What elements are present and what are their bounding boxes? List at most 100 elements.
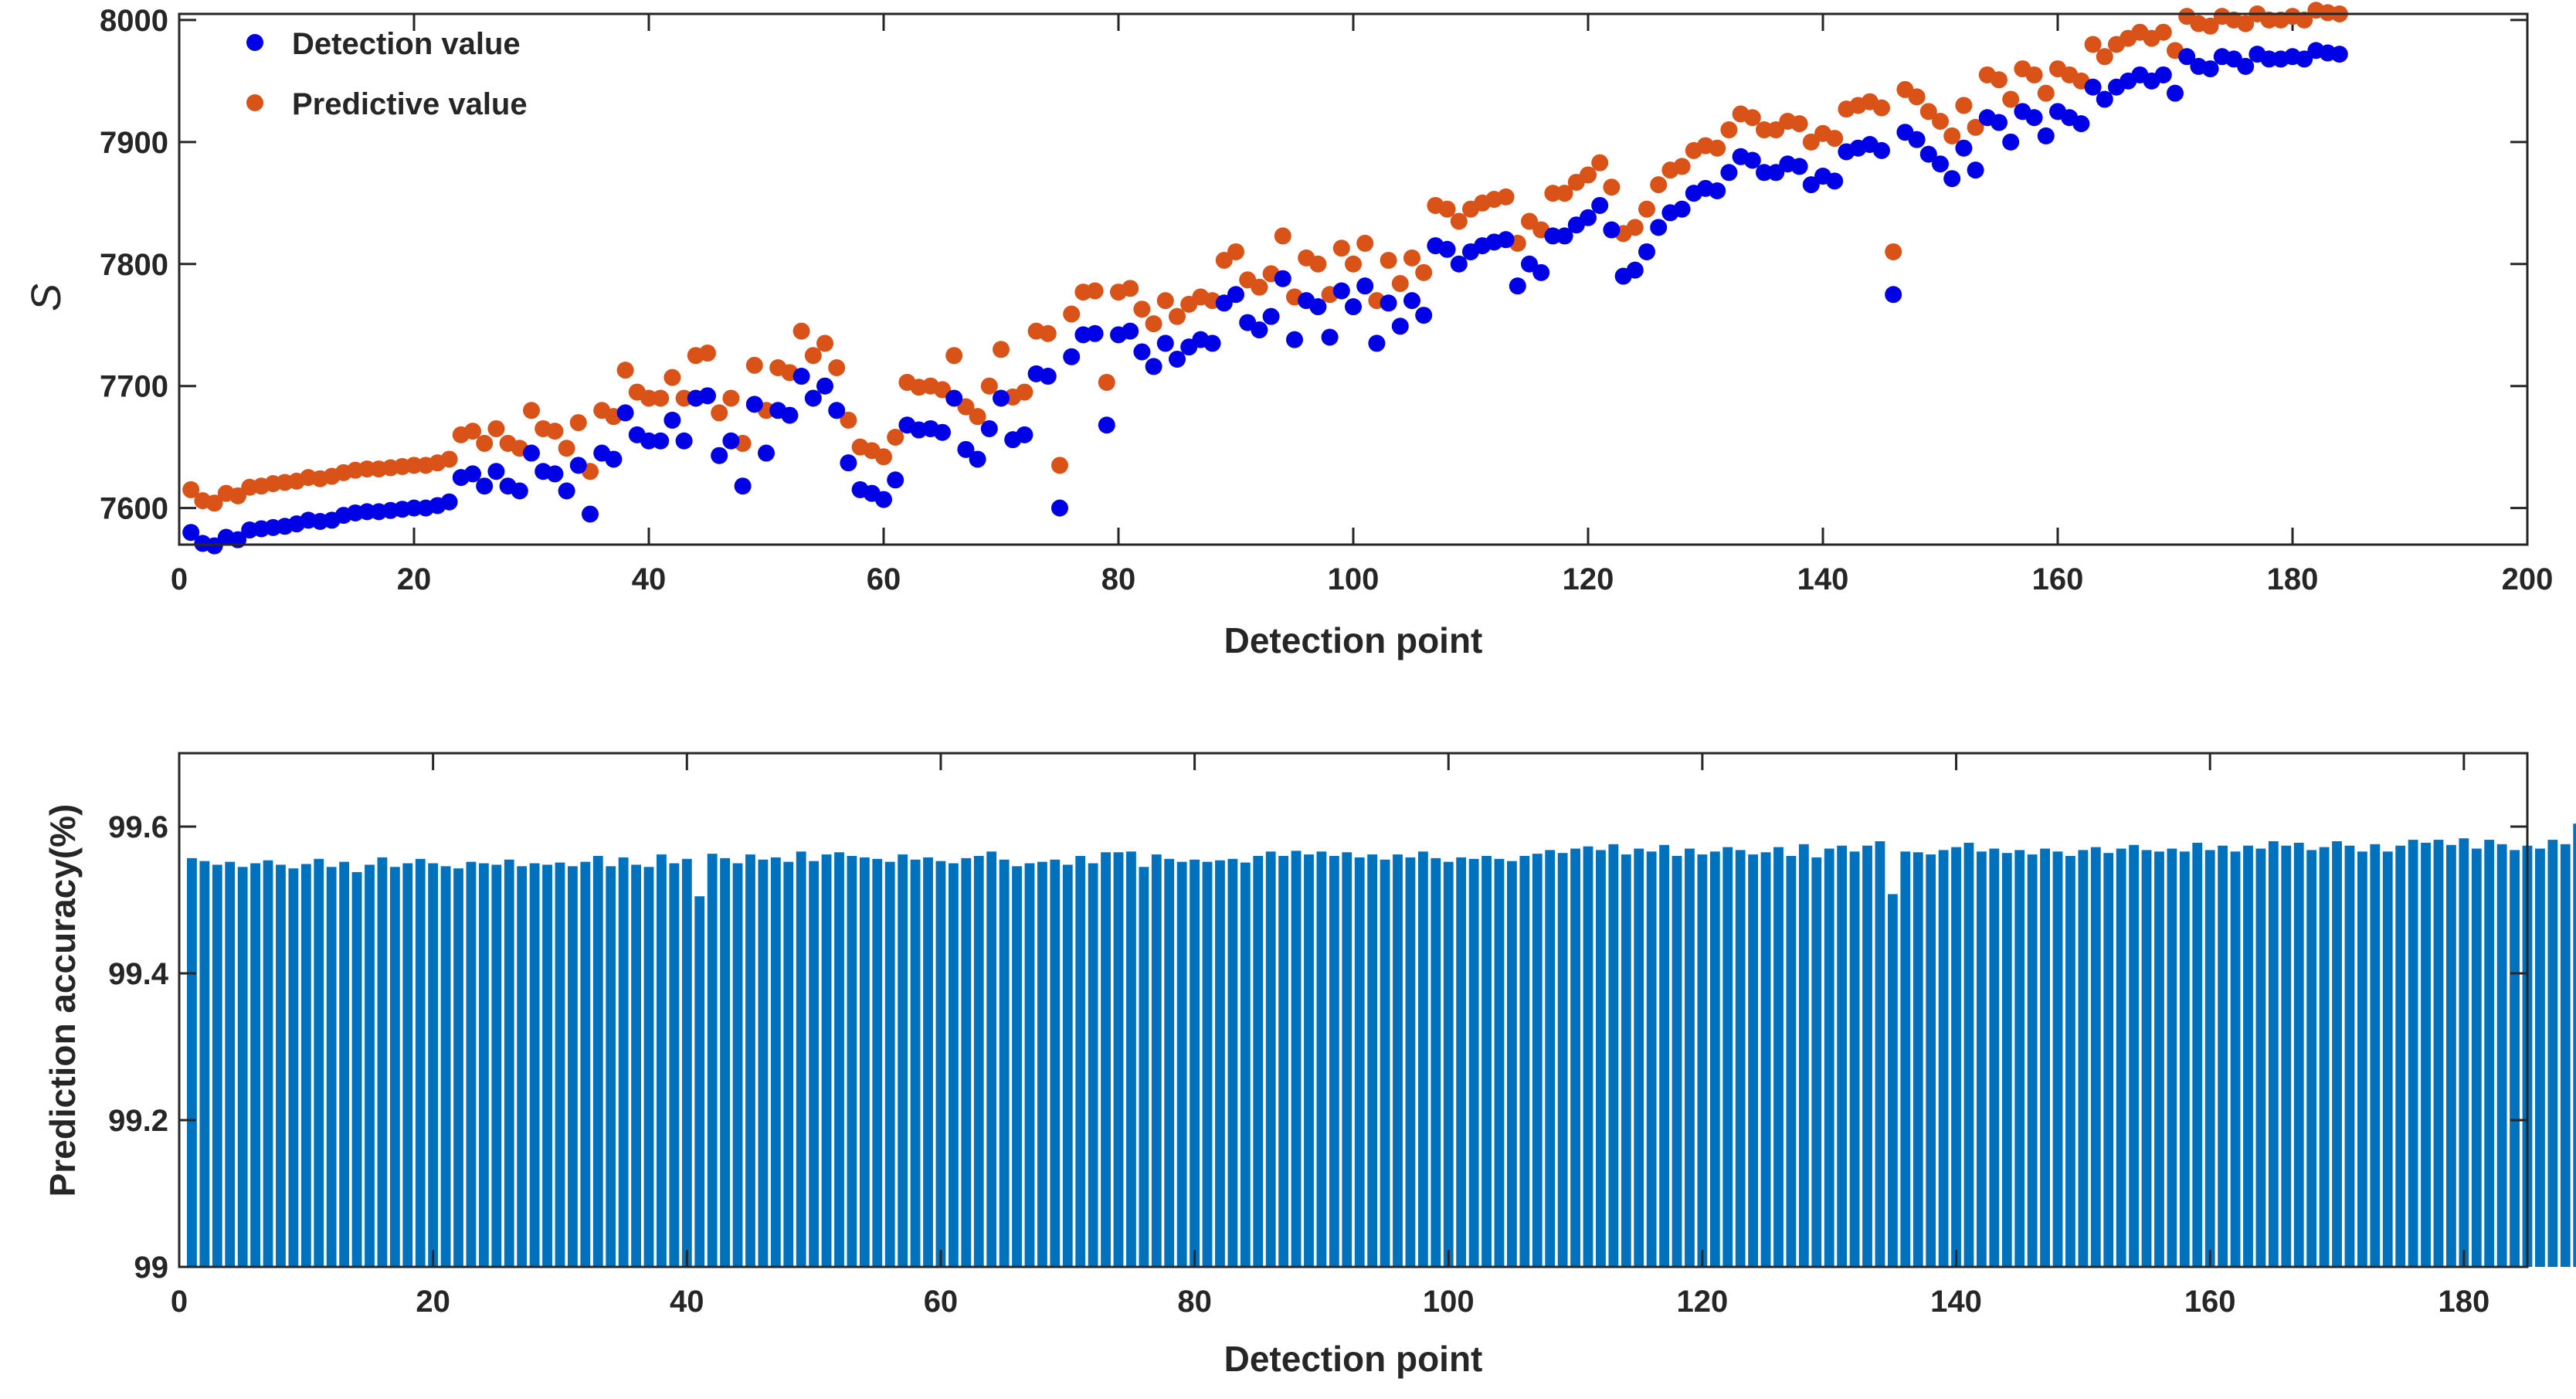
accuracy-bar	[1367, 854, 1378, 1267]
scatter-y-tick-label: 7800	[100, 248, 168, 282]
accuracy-bar	[542, 864, 552, 1267]
detection-point	[1215, 294, 1233, 312]
accuracy-bar	[1786, 856, 1797, 1267]
accuracy-bar	[1811, 857, 1822, 1267]
accuracy-bar	[973, 856, 984, 1267]
accuracy-bar	[2192, 842, 2203, 1267]
accuracy-bar	[2204, 850, 2215, 1267]
detection-point	[1967, 161, 1984, 179]
predictive-point	[205, 494, 223, 512]
detection-point	[2002, 133, 2020, 151]
predictive-point	[993, 341, 1010, 358]
accuracy-bar	[237, 867, 248, 1267]
accuracy-bar	[1963, 842, 1974, 1267]
accuracy-bar	[2052, 851, 2063, 1267]
accuracy-bar	[1380, 859, 1390, 1267]
predictive-point	[2154, 23, 2172, 41]
detection-point	[1450, 255, 1468, 273]
accuracy-bar	[2357, 851, 2367, 1267]
detection-point	[1603, 221, 1621, 239]
accuracy-bar	[1265, 851, 1276, 1267]
detection-point	[1873, 141, 1890, 159]
predictive-point	[1391, 275, 1409, 293]
detection-point	[1991, 114, 2008, 131]
accuracy-bar	[2306, 850, 2317, 1267]
predictive-point	[1156, 292, 1174, 310]
accuracy-bar	[1316, 851, 1327, 1267]
predictive-point	[523, 402, 540, 419]
accuracy-bar	[859, 857, 870, 1267]
predictive-point	[1309, 255, 1327, 273]
detection-point	[1743, 151, 1761, 169]
bar-x-tick-label: 40	[670, 1285, 704, 1319]
detection-point	[1650, 219, 1668, 236]
accuracy-bar	[1989, 848, 2000, 1267]
detection-point	[1169, 350, 1186, 368]
predictive-point	[2025, 66, 2043, 83]
accuracy-bar	[1596, 850, 1606, 1267]
detection-point	[1286, 331, 1303, 348]
predictive-point	[558, 440, 575, 457]
accuracy-bar	[1291, 851, 1302, 1267]
detection-point	[1321, 328, 1339, 346]
bar-x-tick-label: 0	[171, 1285, 188, 1319]
detection-point	[464, 465, 481, 483]
accuracy-bar	[1685, 848, 1695, 1267]
accuracy-bar	[770, 857, 781, 1267]
accuracy-bar	[2471, 848, 2482, 1267]
predictive-point	[1638, 200, 1655, 218]
accuracy-bar	[2268, 841, 2279, 1267]
accuracy-bar	[1417, 851, 1428, 1267]
accuracy-bar	[187, 857, 197, 1267]
accuracy-bar	[643, 867, 654, 1267]
accuracy-bar	[809, 861, 820, 1267]
accuracy-bar	[478, 863, 489, 1267]
predictive-point	[1802, 133, 1820, 151]
accuracy-bar	[1151, 854, 1162, 1267]
bar-x-tick-label: 120	[1677, 1285, 1729, 1319]
predictive-point	[1521, 212, 1538, 230]
accuracy-bar	[1304, 854, 1314, 1267]
accuracy-bar	[2243, 845, 2253, 1267]
detection-point	[1908, 131, 1926, 148]
accuracy-bar	[351, 871, 362, 1267]
accuracy-bar	[1494, 858, 1505, 1267]
accuracy-bar	[300, 864, 311, 1267]
predictive-point	[1450, 212, 1468, 230]
detection-point	[2296, 50, 2313, 68]
accuracy-bar	[1659, 844, 1670, 1267]
detection-point	[2178, 48, 2196, 66]
detection-point	[605, 450, 623, 468]
accuracy-bar	[707, 854, 718, 1267]
bar-x-tick-label: 100	[1423, 1285, 1475, 1319]
accuracy-bar	[847, 856, 857, 1267]
predictive-point	[2096, 48, 2113, 66]
bar-y-ticks: 99 99.2 99.4 99.6	[108, 810, 2527, 1285]
accuracy-bar	[2141, 850, 2152, 1267]
accuracy-bar	[2421, 842, 2431, 1267]
bar-x-tick-label: 20	[416, 1285, 450, 1319]
scatter-x-tick-label: 160	[2032, 562, 2084, 596]
bar-y-tick-label: 99.2	[108, 1104, 168, 1138]
accuracy-bar	[2040, 848, 2050, 1267]
accuracy-bar	[1190, 859, 1200, 1267]
accuracy-bar	[745, 854, 755, 1267]
predictive-point	[1415, 263, 1433, 281]
accuracy-bar	[2496, 844, 2507, 1267]
predictive-point	[828, 359, 846, 376]
detection-point	[840, 454, 857, 472]
predictive-point	[1380, 252, 1397, 270]
detection-point	[1332, 282, 1350, 300]
predictive-point	[945, 347, 963, 365]
predictive-point	[1790, 115, 1808, 133]
predictive-point	[2037, 84, 2055, 102]
accuracy-bar	[415, 858, 426, 1267]
accuracy-bar	[2129, 844, 2140, 1267]
detection-point	[711, 447, 728, 464]
accuracy-bar	[580, 861, 591, 1267]
accuracy-bars	[187, 823, 2576, 1267]
predictive-point	[1932, 112, 1949, 130]
scatter-x-tick-label: 180	[2267, 562, 2319, 596]
detection-point	[476, 477, 494, 495]
detection-point	[1556, 227, 1573, 245]
